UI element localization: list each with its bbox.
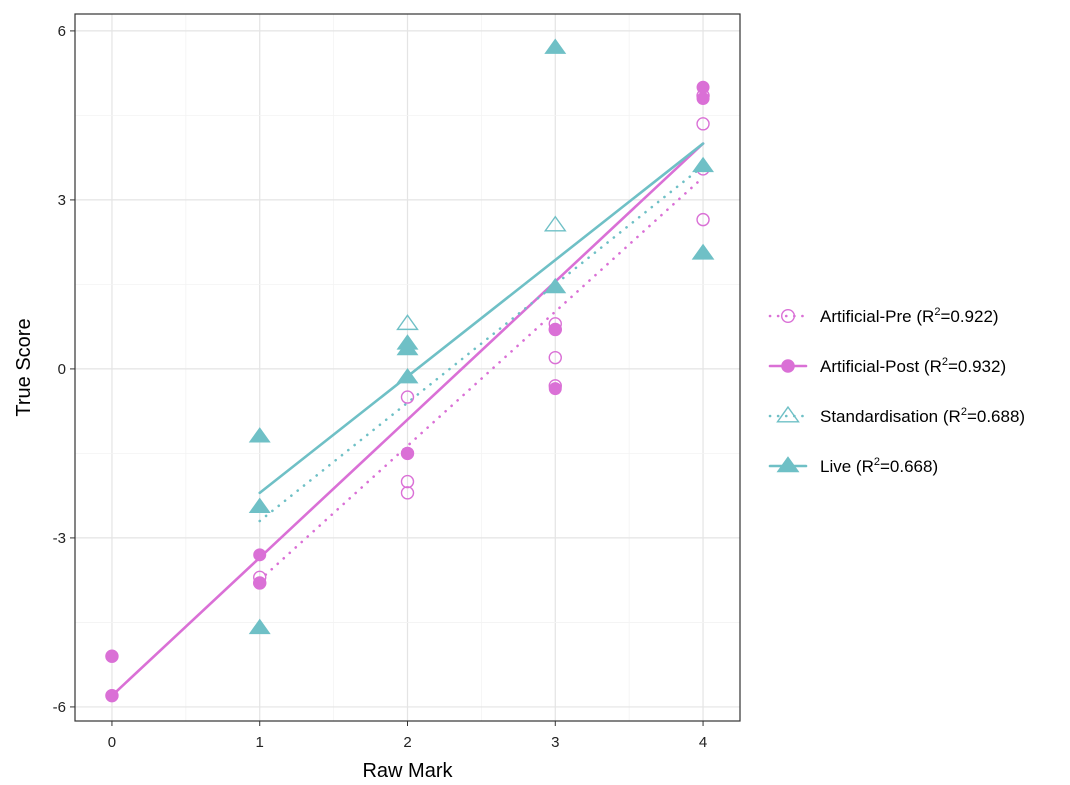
artificial-post-point [548, 322, 562, 336]
artificial-post-point [253, 576, 267, 590]
fit-lines [110, 142, 705, 697]
legend-key-marker [781, 309, 796, 324]
legend-r2-prefix: (R [943, 407, 961, 426]
live-point [544, 38, 567, 54]
legend-r2-value: =0.922) [940, 307, 998, 326]
live-point [692, 244, 715, 260]
live-point [692, 156, 715, 173]
x-tick-label: 4 [699, 734, 707, 751]
artificial-pre-point [696, 212, 710, 227]
artificial-pre-point [696, 117, 710, 131]
legend-key-marker [776, 405, 800, 423]
artificial-post-point [105, 649, 119, 663]
live-point [544, 277, 567, 294]
artificial-post-point [105, 689, 119, 703]
y-tick-label: 0 [58, 361, 66, 378]
artificial-post-point [696, 80, 710, 94]
legend: Artificial-Pre (R2=0.922)Artificial-Post… [768, 306, 1025, 476]
live-point [248, 427, 271, 443]
y-tick-label: 3 [58, 192, 66, 209]
legend-key-marker [781, 359, 795, 373]
x-tick-label: 3 [551, 734, 559, 751]
artificial-pre-fit-line [258, 176, 705, 582]
legend-r2-prefix: (R [856, 457, 874, 476]
artificial-post-fit-line [110, 142, 705, 697]
x-axis-title: Raw Mark [362, 760, 453, 782]
legend-r2-superscript: 2 [874, 456, 880, 468]
legend-r2-prefix: (R [924, 357, 942, 376]
legend-label: Standardisation (R2=0.688) [820, 406, 1025, 426]
x-axis: 0 1 2 3 4 [108, 721, 707, 751]
x-tick-label: 0 [108, 734, 116, 751]
legend-label: Live (R2=0.668) [820, 456, 938, 476]
legend-series-name: Artificial-Pre [820, 307, 916, 326]
legend-r2-superscript: 2 [961, 406, 967, 418]
legend-series-name: Artificial-Post [820, 357, 924, 376]
standardisation-point [543, 215, 567, 232]
legend-series-name: Standardisation [820, 407, 943, 426]
live-point [396, 339, 419, 356]
x-tick-label: 2 [403, 734, 411, 751]
legend-r2-superscript: 2 [942, 356, 948, 368]
artificial-pre-point [400, 474, 415, 489]
y-tick-label: 6 [58, 23, 66, 40]
artificial-post-point [253, 548, 267, 562]
legend-series-name: Live [820, 457, 856, 476]
y-axis-title: True Score [13, 318, 35, 416]
legend-item-artificial-pre: Artificial-Pre (R2=0.922) [768, 306, 999, 326]
artificial-post-point [696, 92, 710, 106]
legend-item-live: Live (R2=0.668) [768, 456, 938, 476]
artificial-post-point [401, 446, 414, 460]
legend-r2-value: =0.668) [880, 457, 938, 476]
y-tick-label: -3 [53, 530, 66, 547]
legend-item-artificial-post: Artificial-Post (R2=0.932) [768, 356, 1006, 376]
standardisation-fit-line [258, 164, 705, 523]
legend-r2-value: =0.688) [967, 407, 1025, 426]
artificial-pre-point [400, 486, 415, 500]
live-point [396, 367, 419, 384]
live-fit-line [258, 142, 705, 495]
x-tick-label: 1 [256, 734, 264, 751]
legend-r2-superscript: 2 [934, 306, 940, 318]
y-axis: -6 -3 0 3 6 [53, 23, 75, 716]
artificial-pre-point [548, 350, 562, 365]
legend-label: Artificial-Post (R2=0.932) [820, 356, 1006, 376]
data-points [105, 38, 715, 703]
artificial-post-point [548, 382, 562, 396]
y-tick-label: -6 [53, 699, 66, 716]
legend-r2-value: =0.932) [948, 357, 1006, 376]
standardisation-point [396, 314, 419, 331]
legend-r2-prefix: (R [916, 307, 934, 326]
live-point [248, 497, 271, 513]
artificial-pre-point [400, 390, 415, 404]
legend-label: Artificial-Pre (R2=0.922) [820, 306, 999, 326]
live-point [248, 618, 271, 635]
legend-key-marker [776, 456, 800, 473]
legend-item-standardisation: Standardisation (R2=0.688) [768, 405, 1025, 426]
